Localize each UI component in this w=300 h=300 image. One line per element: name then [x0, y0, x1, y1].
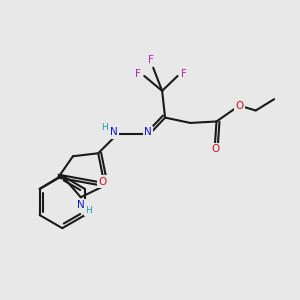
Text: O: O	[99, 176, 107, 187]
Text: H: H	[85, 206, 92, 215]
Text: N: N	[144, 128, 152, 137]
Text: F: F	[148, 55, 154, 65]
Text: N: N	[110, 128, 118, 137]
Text: N: N	[77, 200, 85, 210]
Text: F: F	[181, 69, 187, 79]
Text: O: O	[211, 144, 219, 154]
Text: O: O	[236, 101, 244, 111]
Text: F: F	[135, 69, 141, 79]
Text: H: H	[101, 123, 107, 132]
